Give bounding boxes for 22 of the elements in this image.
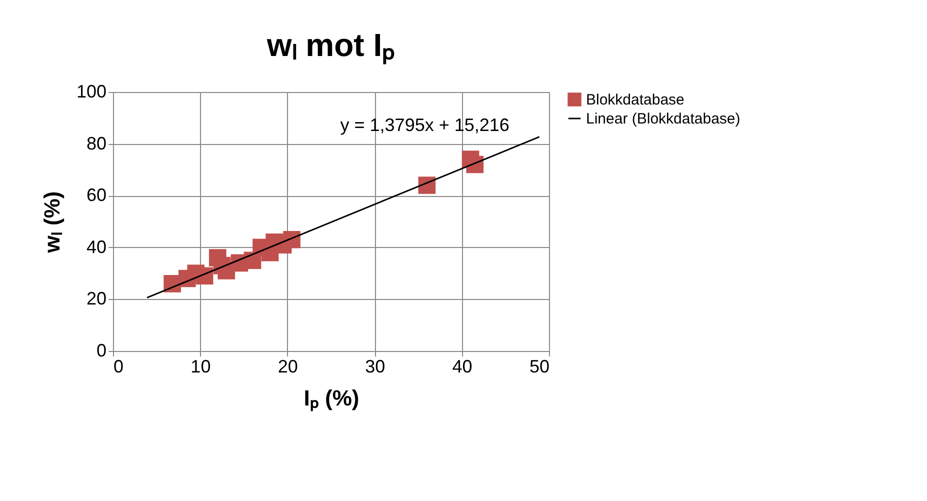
annotation: y = 1,3795x + 15,216 [340,114,510,135]
x-tick-label: 20 [278,356,298,376]
y-tick-label: 100 [76,82,106,102]
legend-label: Blokkdatabase [586,92,684,108]
x-axis-title: Iₚ (%) [304,386,360,412]
point [418,176,436,194]
x-tick-label: 50 [529,356,550,376]
y-tick-label: 0 [96,340,106,360]
y-axis-title: wₗ (%) [39,191,64,254]
x-tick-label: 10 [190,356,211,376]
chart-title: wₗ mot Iₚ [266,27,396,65]
legend-label: Linear (Blokkdatabase) [586,110,740,128]
x-tick-label: 30 [365,356,386,376]
x-tick-label: 0 [114,356,124,376]
point [466,156,484,174]
y-tick-label: 20 [86,288,106,309]
y-tick-label: 40 [86,236,106,257]
y-tick-label: 80 [86,133,106,154]
point [283,230,300,248]
x-tick-label: 40 [452,356,472,376]
y-tick-label: 60 [86,185,106,206]
point [196,267,214,285]
